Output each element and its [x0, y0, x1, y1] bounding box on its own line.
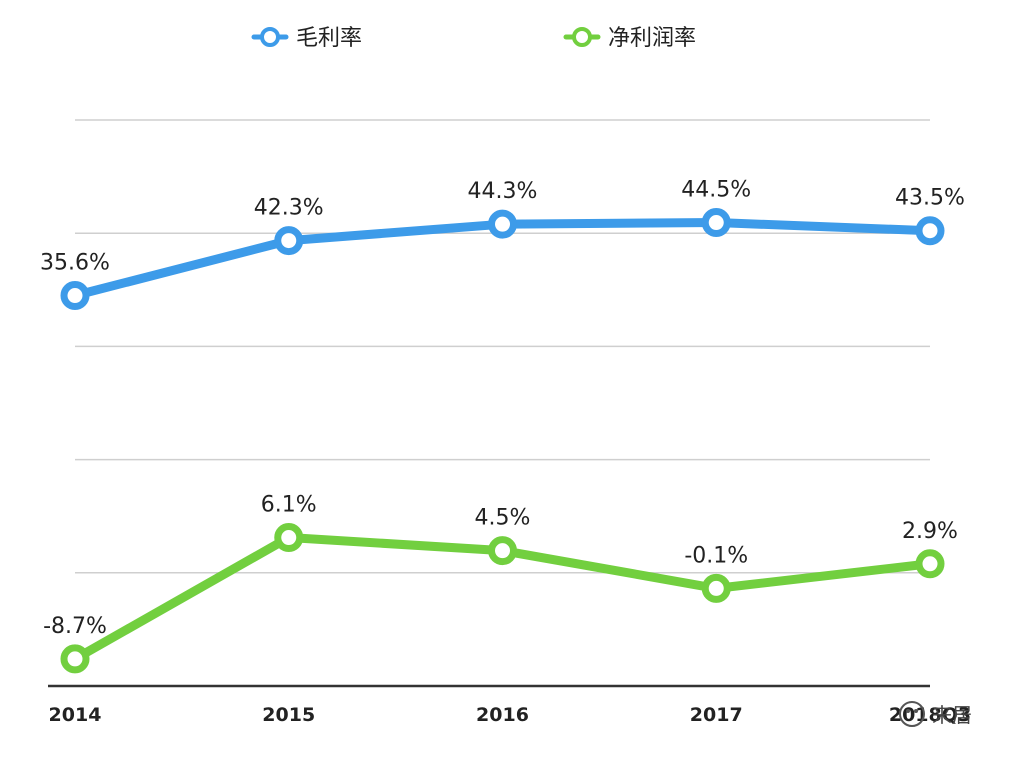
legend-marker — [572, 27, 592, 47]
data-label: 44.5% — [681, 178, 751, 203]
data-point — [60, 281, 90, 311]
data-label: -8.7% — [43, 614, 107, 639]
data-point — [701, 208, 731, 238]
legend-label: 毛利率 — [296, 26, 362, 51]
x-tick-label: 2014 — [49, 704, 102, 726]
data-label: 2.9% — [902, 519, 958, 544]
data-label: 44.3% — [468, 179, 538, 204]
data-point — [488, 536, 517, 566]
watermark: 来居 — [899, 701, 972, 727]
data-point — [60, 644, 90, 674]
watermark-icon-eye-left — [906, 709, 910, 713]
x-tick-label: 2016 — [476, 704, 529, 726]
data-label: 43.5% — [895, 186, 965, 211]
x-tick-label: 2017 — [690, 704, 743, 726]
x-tick-label: 2018Q3 — [889, 704, 971, 726]
data-point — [274, 523, 304, 553]
legend-label: 净利润率 — [608, 26, 696, 51]
data-point — [915, 216, 945, 246]
x-axis-ticks: 2014 2015 2016 2017 2018Q3 — [49, 704, 972, 726]
data-point — [701, 573, 731, 603]
grid-lines — [48, 119, 930, 688]
legend-marker — [260, 27, 280, 47]
watermark-icon-eye-right — [914, 709, 918, 713]
series-layer: 35.6% 42.3% 44.3% 44.5% 43.5% -8.7% 6.1% 4.5% -0… — [40, 178, 965, 674]
data-label: 6.1% — [261, 493, 317, 518]
watermark-icon — [899, 701, 925, 727]
data-label: 35.6% — [40, 251, 110, 276]
watermark-text: 来居 — [932, 703, 972, 727]
legend: 毛利率 净利润率 — [251, 26, 696, 51]
data-point — [915, 549, 945, 579]
data-point — [274, 226, 304, 256]
data-point — [488, 209, 517, 239]
data-label: 42.3% — [254, 196, 324, 221]
data-label: -0.1% — [684, 543, 748, 568]
x-tick-label: 2015 — [262, 704, 315, 726]
data-label: 4.5% — [475, 506, 531, 531]
